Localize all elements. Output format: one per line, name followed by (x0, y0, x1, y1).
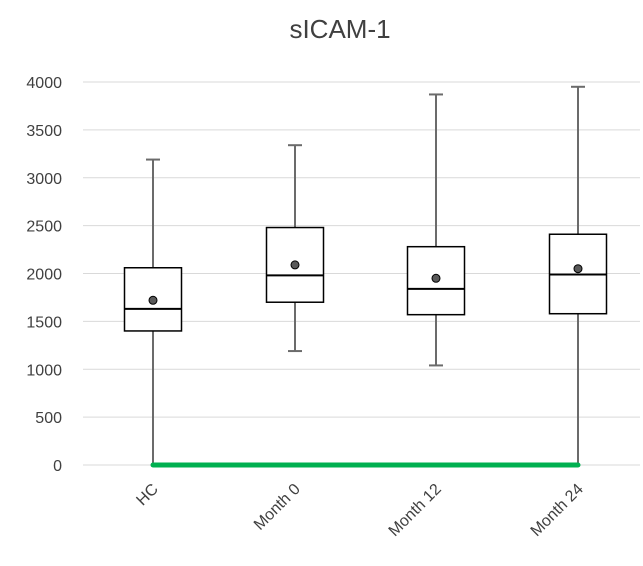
mean-marker (148, 295, 158, 305)
x-tick-label: Month 12 (386, 481, 445, 540)
x-tick-label: Month 0 (251, 481, 304, 534)
x-tick-label: Month 24 (528, 481, 587, 540)
box-group-3 (548, 85, 608, 465)
y-tick-label: 4000 (26, 75, 62, 92)
y-tick-label: 1000 (26, 362, 62, 379)
plot-area (123, 85, 608, 465)
mean-marker (573, 264, 583, 274)
y-tick-label: 3000 (26, 171, 62, 188)
box-group-1 (265, 144, 325, 353)
y-tick-label: 1500 (26, 314, 62, 331)
y-tick-label: 2000 (26, 267, 62, 284)
mean-marker (290, 260, 300, 270)
x-tick-label: HC (133, 481, 161, 509)
chart-title: sICAM-1 (289, 14, 390, 44)
box-group-2 (406, 93, 466, 367)
y-tick-label: 3500 (26, 123, 62, 140)
y-axis: 0 500 1000 1500 2000 2500 3000 3500 4000 (26, 75, 62, 475)
box-group-0 (123, 158, 183, 465)
x-axis: HC Month 0 Month 12 Month 24 (133, 481, 586, 540)
y-tick-label: 0 (53, 458, 62, 475)
y-tick-label: 500 (35, 410, 62, 427)
mean-marker (431, 273, 441, 283)
y-tick-label: 2500 (26, 219, 62, 236)
